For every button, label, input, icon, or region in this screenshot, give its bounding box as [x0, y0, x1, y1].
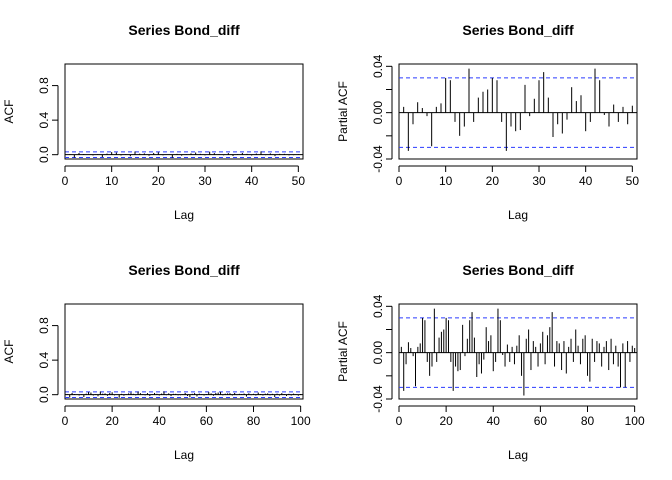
- x-tick-label: 60: [200, 414, 214, 428]
- x-tick-label: 30: [198, 174, 212, 188]
- y-tick-label: 0.0: [37, 386, 51, 403]
- x-tick-label: 0: [396, 414, 403, 428]
- y-tick-label: -0.04: [371, 145, 385, 173]
- y-tick-label: 0.00: [371, 341, 385, 365]
- y-tick-label: 0.4: [37, 111, 51, 128]
- x-tick-label: 30: [532, 174, 546, 188]
- x-tick-label: 40: [579, 174, 593, 188]
- chart-title: Series Bond_diff: [462, 22, 574, 38]
- x-tick-label: 10: [439, 174, 453, 188]
- y-axis-label: ACF: [2, 340, 16, 364]
- plot-frame: [398, 303, 638, 400]
- y-tick-label: 0.8: [37, 77, 51, 94]
- x-tick-label: 0: [62, 174, 69, 188]
- x-tick-label: 20: [486, 174, 500, 188]
- x-tick-label: 80: [247, 414, 261, 428]
- chart-panel-1: Series Bond_diff 0 10 20 30 40 50 Lag 0.0 0.4 0.8 A…: [2, 22, 305, 222]
- x-axis-label: Lag: [508, 208, 528, 222]
- y-tick-label: 0.04: [371, 294, 385, 318]
- chart-panel-4: Series Bond_diff 0 20 40 60 80 100 Lag -0.04 0.00…: [336, 262, 645, 462]
- x-tick-label: 40: [153, 414, 167, 428]
- x-tick-label: 10: [105, 174, 119, 188]
- y-tick-label: 0.4: [37, 351, 51, 368]
- chart-title: Series Bond_diff: [128, 22, 240, 38]
- y-tick-label: 0.04: [371, 54, 385, 78]
- plot-frame: [398, 63, 638, 160]
- plot-frame: [64, 303, 304, 400]
- x-tick-label: 100: [625, 414, 645, 428]
- y-tick-label: 0.00: [371, 101, 385, 125]
- x-tick-label: 60: [534, 414, 548, 428]
- y-axis-label: ACF: [2, 100, 16, 124]
- y-tick-label: 0.0: [37, 146, 51, 163]
- chart-panel-3: Series Bond_diff 0 20 40 60 80 100 Lag 0.0 0.4 0.8…: [2, 262, 311, 462]
- plot-frame: [64, 63, 304, 160]
- x-tick-label: 20: [105, 414, 119, 428]
- y-tick-label: 0.8: [37, 317, 51, 334]
- x-tick-label: 40: [245, 174, 259, 188]
- x-tick-label: 80: [581, 414, 595, 428]
- chart-title: Series Bond_diff: [462, 262, 574, 278]
- y-axis-label: Partial ACF: [336, 81, 350, 142]
- x-axis-label: Lag: [174, 448, 194, 462]
- x-axis-label: Lag: [174, 208, 194, 222]
- x-tick-label: 0: [62, 414, 69, 428]
- x-tick-label: 20: [439, 414, 453, 428]
- x-axis-label: Lag: [508, 448, 528, 462]
- chart-panel-2: Series Bond_diff 0 10 20 30 40 50 Lag -0.04 0.00 0…: [336, 22, 639, 222]
- x-tick-label: 0: [396, 174, 403, 188]
- y-axis-label: Partial ACF: [336, 321, 350, 382]
- x-tick-label: 50: [626, 174, 640, 188]
- chart-title: Series Bond_diff: [128, 262, 240, 278]
- x-tick-label: 100: [291, 414, 311, 428]
- x-tick-label: 50: [292, 174, 306, 188]
- x-tick-label: 40: [487, 414, 501, 428]
- y-tick-label: -0.04: [371, 385, 385, 413]
- x-tick-label: 20: [152, 174, 166, 188]
